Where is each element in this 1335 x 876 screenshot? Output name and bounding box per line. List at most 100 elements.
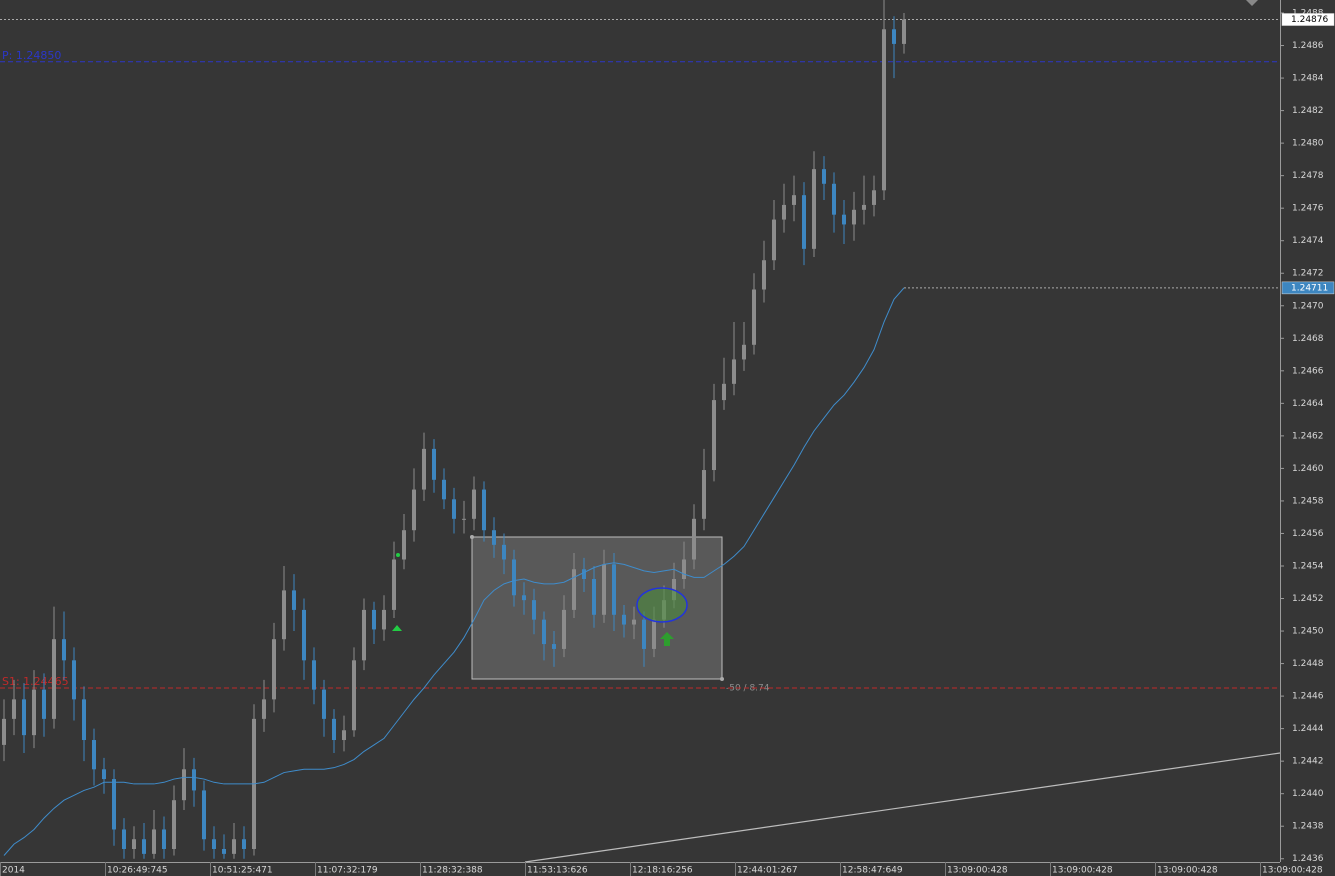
- candle-body: [502, 544, 506, 560]
- candle-body: [192, 769, 196, 791]
- candle-body: [602, 564, 606, 615]
- candle-body: [382, 609, 386, 630]
- signal-triangle: [392, 625, 402, 631]
- candle-body: [292, 590, 296, 610]
- candle-body: [832, 183, 836, 215]
- candle-body: [682, 559, 686, 580]
- candle-body: [862, 204, 866, 210]
- y-tick-label: 1.2476: [1292, 204, 1324, 214]
- candle-body: [432, 448, 436, 480]
- highlight-ellipse: [636, 587, 688, 623]
- y-tick-label: 1.2478: [1292, 171, 1324, 181]
- candle-body: [132, 839, 136, 849]
- candle-body: [732, 359, 736, 384]
- candle-body: [472, 489, 476, 519]
- candle-body: [42, 689, 46, 719]
- candle-body: [242, 839, 246, 849]
- candle-body: [82, 699, 86, 741]
- candle-body: [342, 730, 346, 741]
- x-tick-label: 13:09:00:428: [1157, 866, 1218, 876]
- candle-body: [62, 639, 66, 661]
- y-tick-label: 1.2460: [1292, 464, 1324, 474]
- y-tick-label: 1.2466: [1292, 366, 1324, 376]
- candle-body: [362, 609, 366, 661]
- y-tick-label: 1.2454: [1292, 561, 1324, 571]
- y-tick-label: 1.2480: [1292, 139, 1324, 149]
- candle-body: [412, 489, 416, 531]
- y-tick-label: 1.2484: [1292, 74, 1324, 84]
- trend-line[interactable]: [524, 752, 1281, 863]
- candle-body: [162, 829, 166, 849]
- y-tick-label: 1.2472: [1292, 269, 1324, 279]
- candle-body: [762, 260, 766, 290]
- candle-body: [782, 204, 786, 220]
- candle-body: [692, 518, 696, 560]
- candle-body: [322, 689, 326, 719]
- y-tick-label: 1.2468: [1292, 334, 1324, 344]
- x-tick-label: 13:09:00:428: [947, 866, 1008, 876]
- candle-body: [102, 769, 106, 780]
- x-tick-label: 11:28:32:388: [422, 866, 483, 876]
- candle-body: [112, 779, 116, 830]
- candle-body: [872, 190, 876, 205]
- y-tick-label: 1.2446: [1292, 692, 1324, 702]
- ma-price-box: [1281, 281, 1335, 295]
- level-label: S1: 1.24465: [2, 675, 69, 688]
- candle-body: [572, 569, 576, 610]
- candle-body: [2, 718, 6, 745]
- x-tick-label: 12:44:01:267: [737, 866, 798, 876]
- candle-body: [202, 790, 206, 840]
- candle-body: [642, 619, 646, 649]
- candle-body: [882, 29, 886, 191]
- candle-body: [152, 829, 156, 854]
- candle-body: [372, 609, 376, 630]
- buy-arrow: [660, 632, 674, 646]
- x-tick-label: 10:26:49:745: [107, 866, 168, 876]
- candle-body: [232, 839, 236, 854]
- candle-body: [142, 839, 146, 854]
- candle-body: [722, 383, 726, 401]
- candle-body: [802, 195, 806, 249]
- y-tick-label: 1.2442: [1292, 757, 1324, 767]
- y-tick-label: 1.2448: [1292, 659, 1324, 669]
- candle-body: [702, 470, 706, 519]
- candle-body: [272, 639, 276, 700]
- x-tick-label: 13:09:00:428: [1262, 866, 1323, 876]
- candle-body: [482, 489, 486, 531]
- candle-body: [172, 800, 176, 849]
- candle-body: [742, 344, 746, 360]
- ma-price-label: 1.24711: [1291, 283, 1328, 293]
- scroll-marker[interactable]: [1246, 0, 1258, 6]
- y-tick-label: 1.2470: [1292, 301, 1324, 311]
- y-tick-label: 1.2440: [1292, 789, 1324, 799]
- candle-body: [262, 699, 266, 719]
- candle-body: [552, 644, 556, 649]
- candle-body: [52, 639, 56, 719]
- candle-body: [652, 619, 656, 649]
- y-tick-label: 1.2482: [1292, 106, 1324, 116]
- candle-body: [522, 595, 526, 601]
- candle-body: [182, 769, 186, 801]
- candle-body: [902, 19, 906, 44]
- candle-body: [592, 579, 596, 615]
- candle-body: [352, 660, 356, 731]
- candle-body: [632, 619, 636, 625]
- candle-body: [92, 740, 96, 770]
- candle-body: [822, 169, 826, 184]
- candle-body: [12, 699, 16, 719]
- candle-body: [852, 209, 856, 225]
- y-tick-label: 1.2474: [1292, 236, 1324, 246]
- rect-handle[interactable]: [470, 535, 474, 539]
- candle-body: [812, 169, 816, 249]
- level-label: P: 1.24850: [2, 49, 61, 62]
- candle-body: [752, 289, 756, 345]
- moving-average: [3, 287, 905, 856]
- rect-handle[interactable]: [720, 677, 724, 681]
- x-tick-label: 11:07:32:179: [317, 866, 378, 876]
- candle-body: [422, 448, 426, 490]
- candle-body: [532, 600, 536, 620]
- candle-body: [32, 689, 36, 736]
- y-tick-label: 1.2438: [1292, 822, 1324, 832]
- candle-body: [72, 660, 76, 700]
- candle-body: [542, 619, 546, 645]
